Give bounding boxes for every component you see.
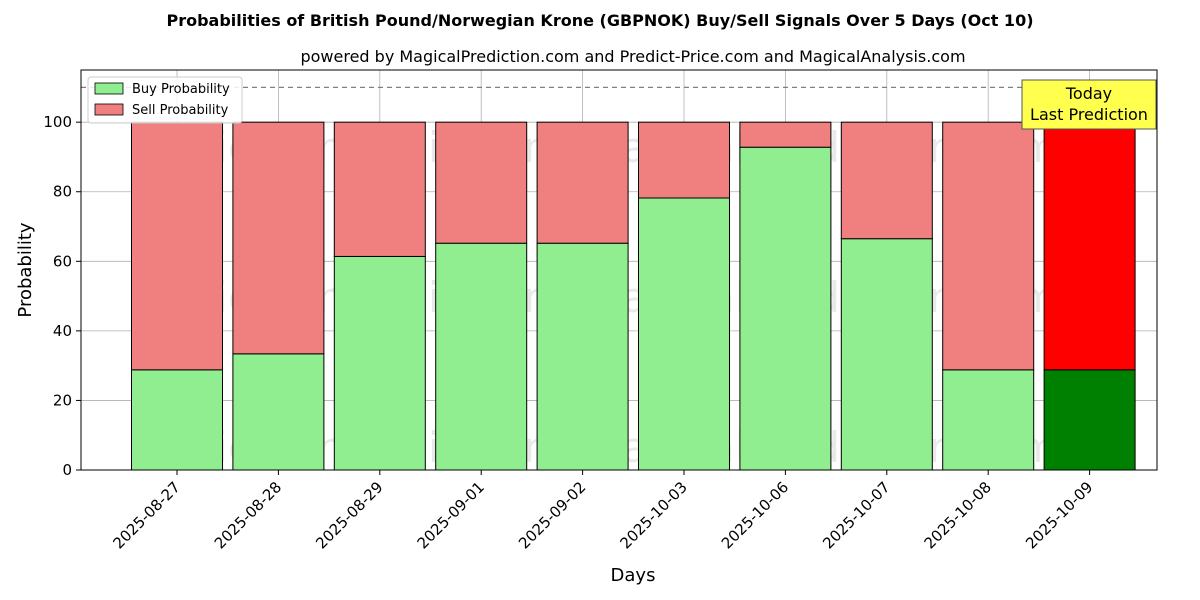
bar-buy (1043, 369, 1136, 471)
bar-sell (536, 121, 629, 244)
bar-buy (435, 242, 528, 471)
y-tick-label: 0 (62, 461, 72, 479)
x-tick-label: 2025-10-08 (921, 478, 995, 552)
plot-frame (80, 69, 1158, 471)
x-tick-label: 2025-09-01 (414, 478, 488, 552)
x-tick-label: 2025-08-28 (211, 478, 285, 552)
x-tick-label: 2025-08-29 (312, 478, 386, 552)
x-tick-label: 2025-10-06 (718, 478, 792, 552)
bar-sell (232, 121, 325, 355)
y-axis: 0 20 40 60 80 100 (43, 113, 81, 479)
bar-buy (942, 369, 1035, 471)
x-tick-label: 2025-10-09 (1022, 478, 1096, 552)
bar-buy (739, 146, 832, 471)
x-tick-label: 2025-09-02 (515, 478, 589, 552)
bar-sell (131, 121, 223, 371)
bar-buy (131, 369, 223, 471)
legend-box (87, 76, 243, 124)
x-tick-label: 2025-10-03 (616, 478, 690, 552)
legend-label-sell: Sell Probability (132, 103, 229, 118)
x-tick-label: 2025-08-27 (109, 478, 183, 552)
annotation-box (1021, 79, 1157, 130)
bar-buy (840, 238, 933, 471)
bar-buy (536, 242, 629, 471)
legend-swatch-buy (94, 82, 124, 95)
y-axis-label: Probability (15, 222, 36, 317)
x-axis: 2025-08-27 2025-08-28 2025-08-29 2025-09-01… (109, 470, 1096, 552)
bar-sell (840, 121, 933, 240)
bar-sell (435, 121, 528, 244)
legend-label-buy: Buy Probability (132, 82, 230, 97)
y-tick-label: 100 (43, 113, 72, 131)
bar-sell (942, 121, 1035, 371)
bar-sell (638, 121, 730, 199)
bar-buy (333, 255, 426, 471)
y-tick-label: 60 (53, 252, 72, 270)
bar-buy (638, 197, 730, 471)
chart-subtitle: powered by MagicalPrediction.com and Pre… (300, 47, 965, 66)
annotation: Today Last Prediction (1021, 79, 1157, 130)
y-tick-label: 80 (53, 183, 72, 201)
bar-sell (333, 121, 426, 257)
bar-sell (1043, 121, 1136, 371)
annotation-line-2: Last Prediction (1030, 105, 1148, 124)
annotation-line-1: Today (1065, 84, 1112, 103)
x-axis-label: Days (611, 565, 656, 586)
y-tick-label: 20 (53, 391, 72, 409)
bar-sell (739, 121, 832, 148)
legend: Buy Probability Sell Probability (87, 76, 243, 124)
bars (131, 121, 1136, 471)
x-tick-label: 2025-10-07 (819, 478, 893, 552)
legend-swatch-sell (94, 103, 124, 116)
chart-title: Probabilities of British Pound/Norwegian… (166, 11, 1033, 30)
y-tick-label: 40 (53, 322, 72, 340)
bar-buy (232, 353, 325, 471)
